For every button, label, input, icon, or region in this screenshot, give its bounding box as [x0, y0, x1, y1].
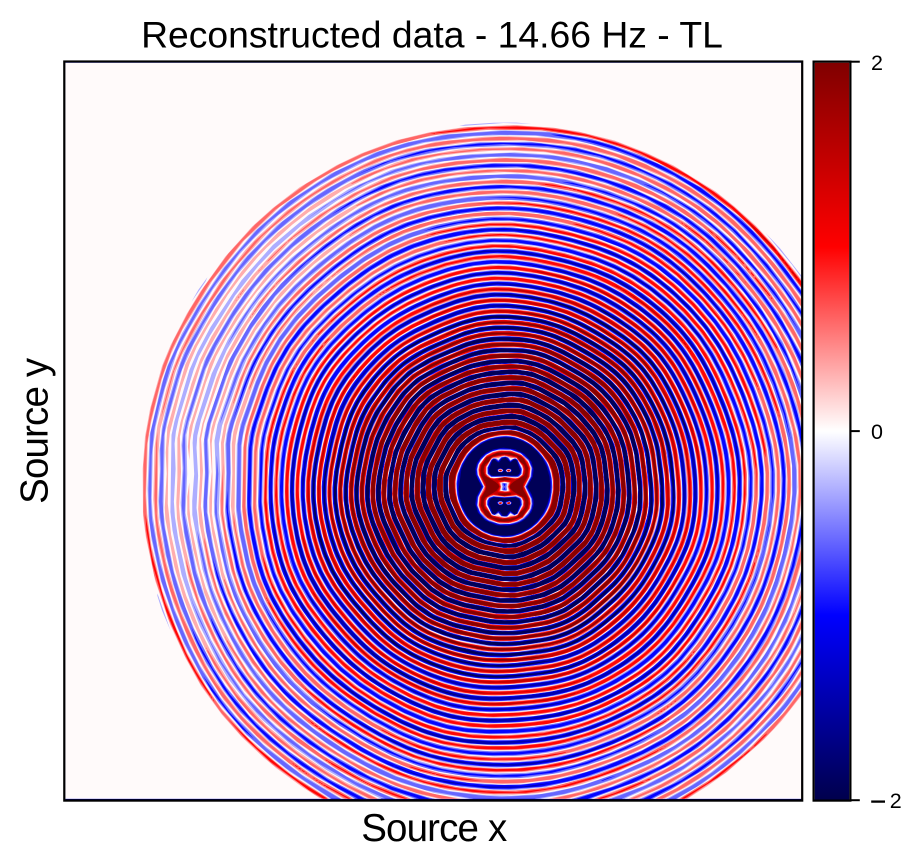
svg-text:Source x: Source x [361, 807, 507, 850]
svg-text:Source y: Source y [13, 357, 56, 504]
svg-text:Reconstructed data - 14.66 Hz: Reconstructed data - 14.66 Hz - TL [141, 14, 723, 56]
svg-text:2: 2 [871, 51, 883, 75]
svg-text:2: 2 [890, 789, 902, 813]
svg-text:0: 0 [871, 420, 883, 444]
